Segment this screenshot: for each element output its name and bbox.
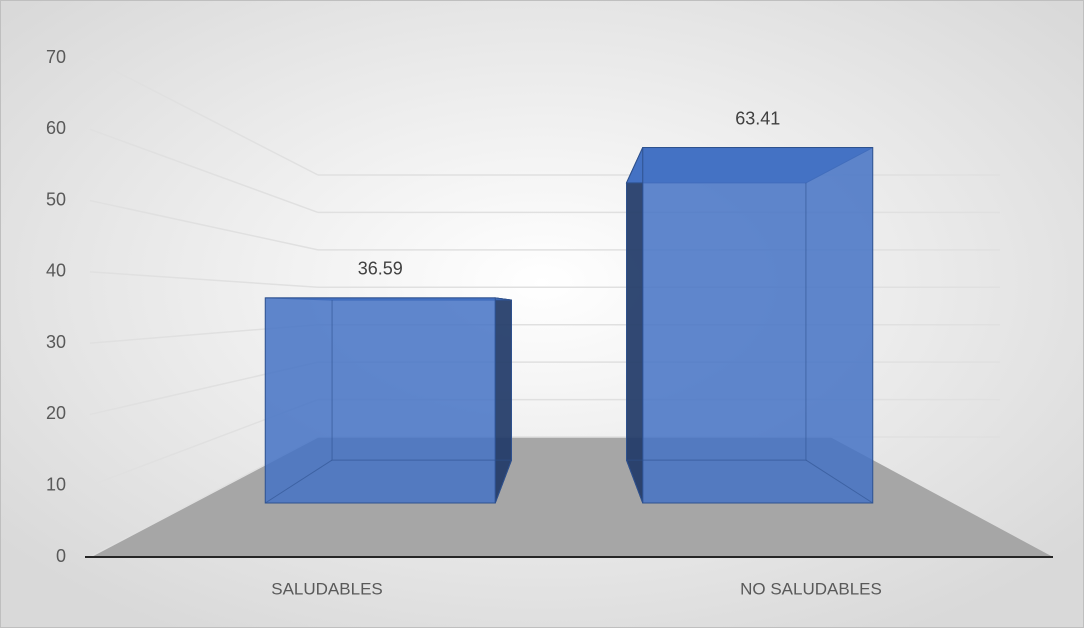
data-label: 63.41: [735, 108, 780, 128]
grid-line: [89, 128, 319, 214]
bar-edge: [626, 459, 644, 504]
bar-edge: [264, 459, 333, 504]
bar: [264, 297, 496, 504]
y-tick-label: 30: [46, 332, 66, 352]
y-tick-label: 0: [56, 546, 66, 566]
x-tick-label: NO SALUDABLES: [740, 579, 882, 598]
grid-line: [89, 271, 319, 289]
bar-edge: [805, 459, 874, 504]
grid-line: [89, 57, 319, 176]
data-label: 36.59: [358, 259, 403, 279]
x-tick-label: SALUDABLES: [271, 579, 383, 598]
y-tick-label: 10: [46, 474, 66, 494]
bar-edge: [494, 459, 512, 504]
bar: [642, 147, 874, 504]
y-tick-label: 20: [46, 403, 66, 423]
grid-line: [89, 199, 319, 251]
y-tick-label: 50: [46, 189, 66, 209]
y-tick-label: 70: [46, 47, 66, 67]
y-tick-label: 60: [46, 118, 66, 138]
bar-side: [626, 147, 644, 504]
y-tick-label: 40: [46, 261, 66, 281]
